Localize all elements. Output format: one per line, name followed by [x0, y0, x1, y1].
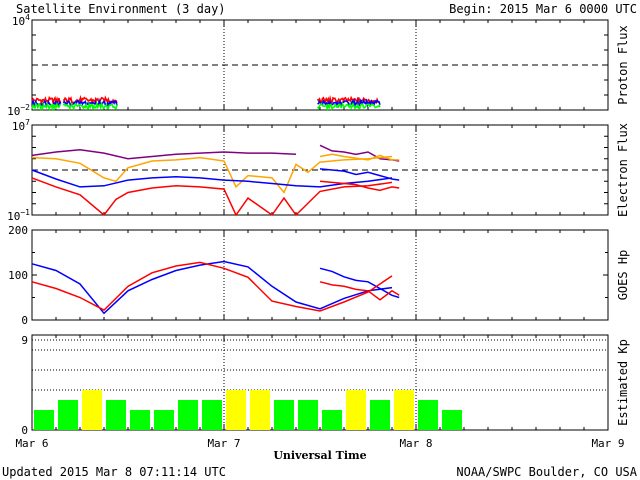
x-tick-3: Mar 9 [591, 437, 624, 450]
kp-bar [442, 410, 462, 430]
series-electron-orange [31, 155, 393, 194]
series-proton-blue [317, 98, 381, 109]
begin-label: Begin: 2015 Mar 6 0000 UTC [449, 2, 637, 16]
series-electron-orange [319, 153, 400, 161]
credit-label: NOAA/SWPC Boulder, CO USA [456, 465, 637, 479]
panels: Proton Flux 10−2 104 Electron Flux 10−1 107 GO… [7, 13, 630, 437]
kp-bar [250, 390, 270, 430]
kp-bar [34, 410, 54, 430]
kp-bar [178, 400, 198, 430]
chart-title: Satellite Environment (3 day) [16, 2, 226, 16]
y-tick-label-kp: 0 [21, 424, 28, 437]
series-hp-red [319, 281, 400, 301]
series-electron-purple [31, 149, 297, 160]
x-tick-1: Mar 7 [207, 437, 240, 450]
x-axis-label: Universal Time [273, 449, 366, 462]
series-proton-green [31, 101, 62, 112]
kp-bar [202, 400, 222, 430]
series-electron-red [31, 177, 393, 217]
x-tick-0: Mar 6 [15, 437, 48, 450]
panel-frame-proton [31, 19, 609, 111]
kp-bar [274, 400, 294, 430]
kp-bar [226, 390, 246, 430]
y-axis-label-electron: Electron Flux [616, 123, 630, 217]
y-tick-label-kp: 9 [21, 334, 28, 347]
y-axis-label-kp: Estimated Kp [616, 339, 630, 426]
series-electron-blue [319, 168, 400, 181]
series-proton-green [316, 101, 381, 112]
y-tick-label-electron: 10−1 [7, 208, 30, 223]
updated-label: Updated 2015 Mar 8 07:11:14 UTC [2, 465, 226, 479]
panel-frame-hp [31, 229, 609, 321]
y-tick-label-proton: 104 [12, 13, 30, 28]
kp-bar [154, 410, 174, 430]
y-tick-label-proton: 10−2 [7, 103, 30, 118]
kp-bar [370, 400, 390, 430]
y-tick-label-hp: 200 [8, 224, 28, 237]
kp-bar [106, 400, 126, 430]
kp-bar [394, 390, 414, 430]
kp-bar [322, 410, 342, 430]
series-hp-blue [319, 267, 400, 299]
y-tick-label-electron: 107 [12, 118, 30, 133]
kp-bar [346, 390, 366, 430]
kp-bar [130, 410, 150, 430]
x-tick-2: Mar 8 [399, 437, 432, 450]
series-proton-red [316, 95, 381, 105]
kp-bar [298, 400, 318, 430]
y-tick-label-hp: 100 [8, 269, 28, 282]
y-tick-label-hp: 0 [21, 314, 28, 327]
panel-frame-electron [31, 124, 609, 216]
series-hp-blue [31, 260, 393, 315]
kp-bar [58, 400, 78, 430]
kp-bar [82, 390, 102, 430]
kp-bar [418, 400, 438, 430]
series-hp-red [31, 261, 393, 312]
y-axis-label-hp: GOES Hp [616, 250, 630, 301]
series-proton-red [62, 94, 118, 105]
series-electron-blue [31, 169, 393, 188]
series-proton-green [62, 100, 118, 111]
y-axis-label-proton: Proton Flux [616, 25, 630, 104]
series-electron-red [319, 180, 400, 192]
